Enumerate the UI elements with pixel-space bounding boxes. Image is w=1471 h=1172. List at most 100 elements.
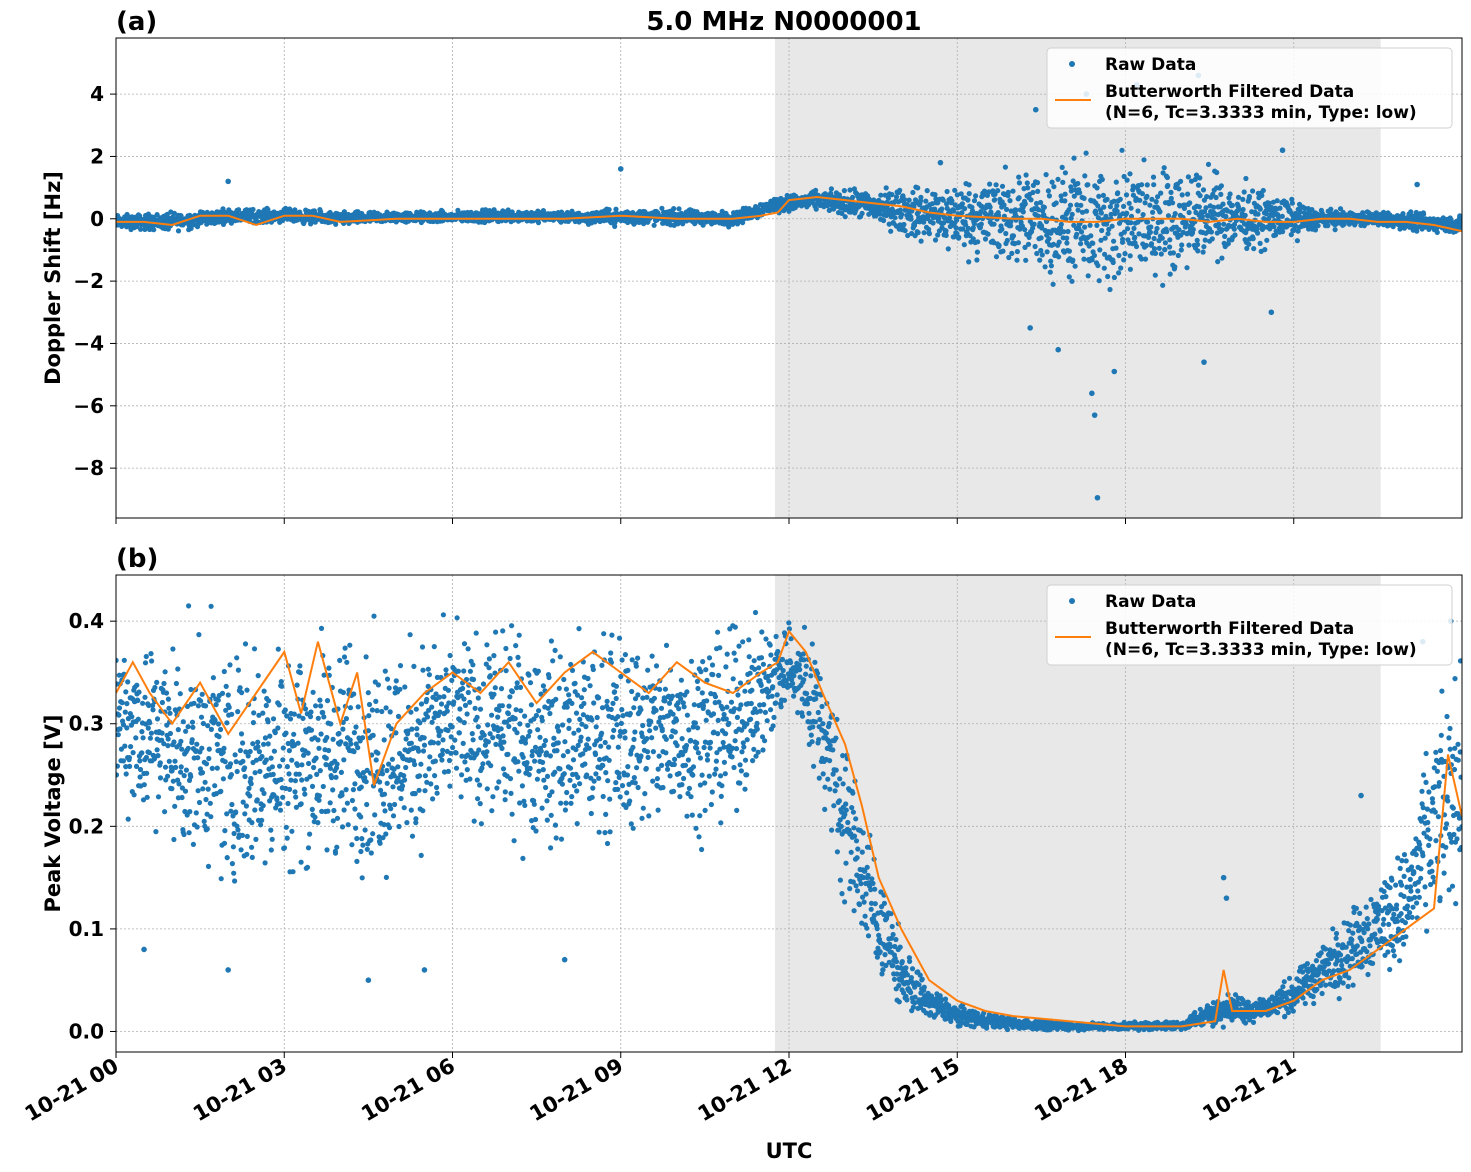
y-axis-label: Doppler Shift [Hz] [41, 171, 65, 385]
raw-point [421, 717, 427, 723]
raw-point [924, 188, 930, 194]
raw-point [594, 714, 600, 721]
raw-point [1123, 192, 1130, 198]
raw-point [1175, 252, 1181, 259]
raw-point [1113, 179, 1119, 185]
raw-point [341, 654, 348, 660]
raw-point [1219, 255, 1225, 261]
raw-point [234, 768, 240, 775]
raw-point [529, 748, 536, 754]
raw-point [1068, 215, 1074, 221]
raw-point [275, 725, 281, 731]
raw-point [1414, 228, 1420, 234]
raw-point [142, 660, 149, 666]
raw-point [489, 808, 495, 814]
raw-point [1074, 231, 1080, 237]
raw-point [166, 705, 172, 711]
raw-point [425, 666, 431, 672]
raw-point [268, 827, 274, 833]
raw-point [602, 739, 608, 746]
raw-point-outlier [1094, 494, 1101, 501]
raw-point [191, 700, 197, 706]
raw-point [1220, 201, 1226, 207]
raw-point [1184, 265, 1190, 271]
raw-point [389, 756, 395, 762]
raw-point [549, 789, 555, 795]
raw-point [240, 740, 246, 746]
raw-point [1250, 188, 1256, 194]
raw-point [553, 696, 559, 702]
raw-point [291, 711, 297, 717]
raw-point [445, 687, 451, 693]
raw-point [366, 713, 372, 719]
raw-point [1101, 204, 1107, 210]
raw-point [277, 807, 284, 813]
raw-point [292, 789, 298, 795]
raw-point [566, 692, 572, 698]
raw-point [299, 777, 305, 783]
raw-point [292, 778, 298, 784]
raw-point [1264, 237, 1270, 243]
raw-point [981, 188, 988, 194]
raw-point [536, 708, 542, 714]
raw-point [420, 748, 427, 754]
raw-point [1072, 263, 1078, 269]
raw-point [395, 764, 401, 770]
raw-point [142, 694, 148, 700]
raw-point [569, 794, 575, 800]
raw-point [1114, 203, 1120, 209]
raw-point [1158, 251, 1164, 257]
raw-point [205, 723, 211, 729]
raw-point [1132, 234, 1138, 240]
raw-point [383, 874, 389, 881]
raw-point [495, 714, 501, 720]
raw-point [441, 769, 448, 775]
raw-point [259, 753, 265, 760]
raw-point [1251, 246, 1257, 252]
raw-point [330, 736, 336, 742]
raw-point [1421, 211, 1427, 217]
raw-point [223, 707, 229, 713]
raw-point [944, 188, 950, 195]
raw-point [945, 246, 951, 252]
raw-point [577, 716, 583, 723]
raw-point [439, 751, 445, 758]
raw-point [1147, 229, 1153, 235]
raw-point [1306, 226, 1312, 232]
raw-point [265, 741, 271, 747]
raw-point [347, 737, 353, 743]
raw-point [137, 758, 143, 764]
raw-point [251, 710, 257, 716]
raw-point [1097, 247, 1103, 253]
raw-point [591, 700, 597, 706]
raw-point [126, 755, 132, 761]
y-tick-label: 0 [90, 207, 104, 231]
raw-point [315, 715, 321, 721]
raw-point [431, 644, 437, 650]
raw-point [327, 765, 333, 771]
raw-point [993, 182, 999, 188]
raw-point [478, 821, 484, 827]
raw-point [163, 690, 170, 696]
raw-point [283, 730, 289, 736]
raw-point [1062, 170, 1068, 176]
raw-point [992, 197, 998, 203]
raw-point [520, 855, 526, 862]
raw-point [402, 777, 408, 783]
raw-point [234, 655, 240, 661]
raw-point [475, 724, 481, 730]
raw-point [261, 688, 267, 694]
raw-point [1022, 227, 1028, 233]
raw-point [122, 743, 128, 749]
raw-point [470, 662, 476, 668]
raw-point [556, 728, 562, 734]
raw-point [352, 781, 358, 787]
raw-point [358, 848, 364, 855]
raw-point [1227, 191, 1233, 197]
raw-point [1015, 240, 1022, 246]
raw-point [157, 760, 163, 766]
raw-point [1004, 237, 1010, 244]
raw-point [251, 646, 258, 652]
raw-point [579, 721, 585, 727]
